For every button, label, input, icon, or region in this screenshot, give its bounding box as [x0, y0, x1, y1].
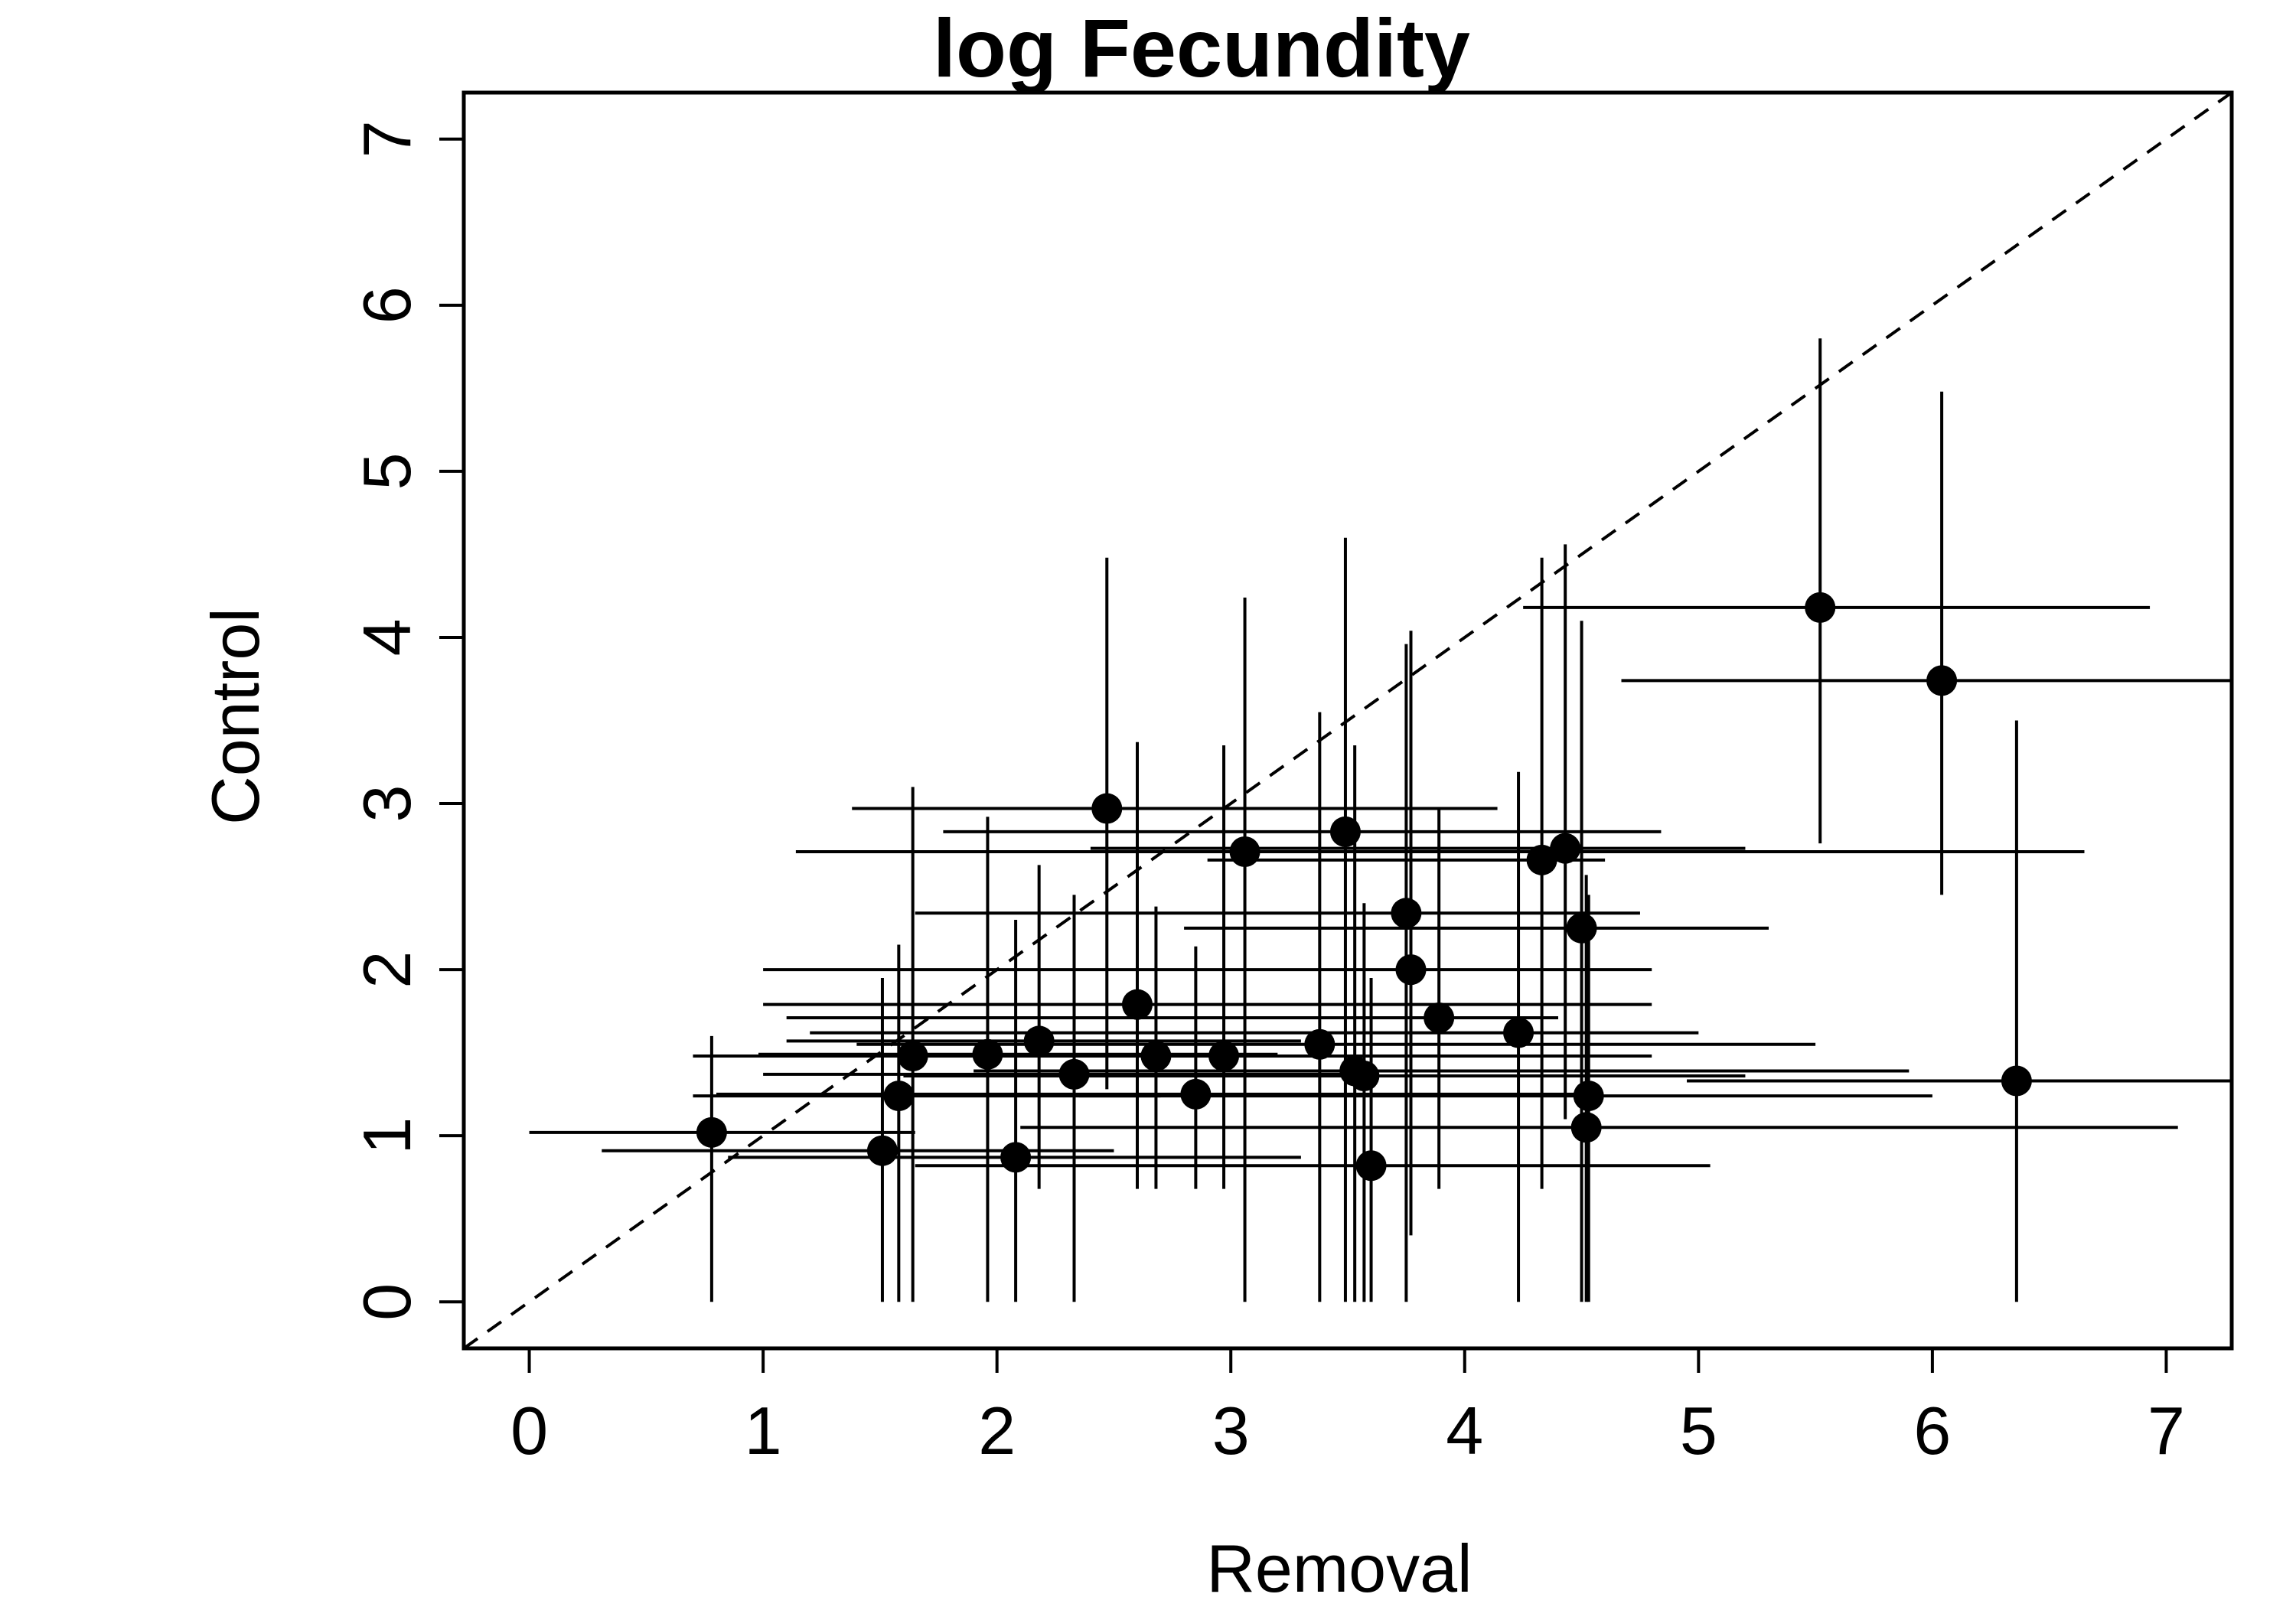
- x-tick-label: 0: [510, 1393, 548, 1468]
- y-tick-label: 4: [349, 618, 425, 656]
- x-tick-label: 1: [745, 1393, 782, 1468]
- data-point: [696, 1116, 727, 1148]
- y-tick-label: 3: [349, 785, 425, 823]
- data-point: [1926, 665, 1958, 696]
- data-point: [1023, 1025, 1055, 1057]
- data-point: [1000, 1142, 1032, 1173]
- data-point: [1573, 1081, 1604, 1112]
- data-point: [1391, 898, 1422, 929]
- y-axis-label: Control: [197, 608, 273, 825]
- y-tick-label: 1: [349, 1117, 425, 1155]
- data-point: [1058, 1058, 1090, 1090]
- x-tick-label: 5: [1680, 1393, 1717, 1468]
- x-tick-label: 6: [1913, 1393, 1951, 1468]
- x-axis-label: Removal: [1206, 1530, 1472, 1606]
- data-point: [1503, 1017, 1534, 1048]
- data-point: [1304, 1028, 1336, 1060]
- y-tick-label: 2: [349, 951, 425, 989]
- y-tick-label: 7: [349, 120, 425, 158]
- plot-frame: [461, 90, 2234, 1351]
- y-tick-label: 5: [349, 452, 425, 490]
- data-point: [883, 1081, 915, 1112]
- data-point: [1570, 1112, 1602, 1143]
- data-point: [1395, 954, 1427, 986]
- data-point: [1140, 1040, 1172, 1071]
- x-tick-label: 7: [2148, 1393, 2185, 1468]
- data-point: [1091, 793, 1123, 824]
- data-point: [1566, 912, 1597, 944]
- x-tick-label: 4: [1446, 1393, 1483, 1468]
- data-point: [1208, 1040, 1240, 1071]
- x-tick-label: 2: [978, 1393, 1016, 1468]
- data-point: [1329, 816, 1361, 847]
- data-point: [866, 1135, 898, 1166]
- data-point: [1550, 833, 1581, 864]
- data-point: [897, 1040, 928, 1071]
- data-point: [972, 1038, 1003, 1070]
- data-point: [1229, 836, 1261, 867]
- data-point: [1805, 592, 1836, 623]
- x-tick-label: 3: [1212, 1393, 1250, 1468]
- chart-title: log Fecundity: [933, 2, 1470, 94]
- data-point: [1424, 1002, 1455, 1034]
- data-point: [1526, 844, 1557, 875]
- y-tick-label: 6: [349, 286, 425, 324]
- reference-line-identity: [462, 91, 2233, 1350]
- data-point: [2001, 1065, 2032, 1097]
- y-tick-label: 0: [349, 1283, 425, 1321]
- data-point: [1180, 1078, 1212, 1110]
- y-axis: 0 1 2 3 4 5 6 7: [349, 120, 464, 1321]
- data-point: [1122, 989, 1153, 1020]
- data-point: [1355, 1150, 1387, 1182]
- x-axis: 0 1 2 3 4 5 6 7: [510, 1348, 2185, 1468]
- data-point: [1349, 1061, 1380, 1092]
- data-points: [696, 592, 2032, 1182]
